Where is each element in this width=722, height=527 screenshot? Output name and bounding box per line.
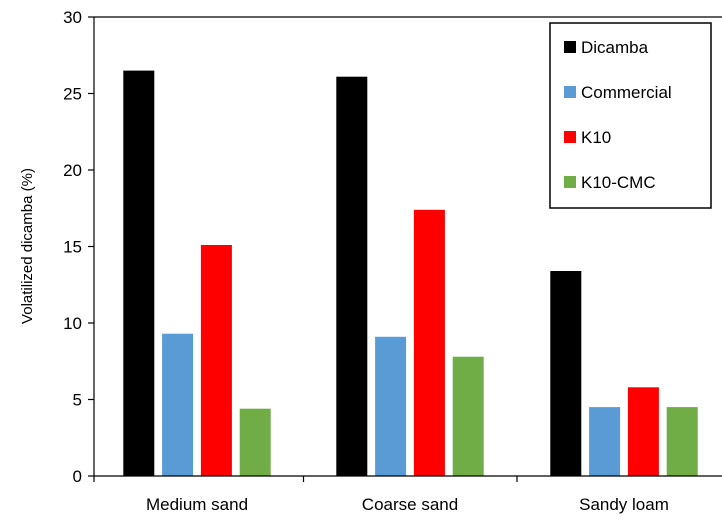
legend: Dicamba Commercial K10 K10-CMC	[549, 22, 712, 209]
y-tick-label: 25	[63, 85, 82, 104]
bars-layer	[123, 70, 698, 477]
bar-k10-cmc-coarse-sand	[452, 356, 484, 476]
bar-dicamba-medium-sand	[123, 70, 155, 476]
legend-swatch-k10	[564, 131, 576, 143]
legend-swatch-dicamba	[564, 41, 576, 53]
bar-dicamba-coarse-sand	[336, 76, 368, 476]
y-tick-label: 0	[73, 467, 82, 486]
legend-label: K10	[581, 128, 611, 147]
y-tick-label: 30	[63, 8, 82, 27]
x-category-label: Medium sand	[146, 495, 248, 514]
x-category-label: Sandy loam	[579, 495, 669, 514]
bar-k10-sandy-loam	[627, 387, 659, 476]
bar-k10-cmc-medium-sand	[239, 408, 271, 476]
bar-k10-cmc-sandy-loam	[666, 407, 698, 476]
bar-k10-medium-sand	[200, 245, 232, 476]
bar-dicamba-sandy-loam	[550, 271, 582, 476]
y-tick-label: 10	[63, 314, 82, 333]
legend-swatch-commercial	[564, 86, 576, 98]
y-tick-label: 15	[63, 238, 82, 257]
legend-box	[549, 22, 712, 209]
x-category-label: Coarse sand	[362, 495, 458, 514]
bar-k10-coarse-sand	[413, 209, 445, 477]
y-axis-title: Volatilized dicamba (%)	[19, 168, 36, 324]
legend-label: Dicamba	[581, 38, 649, 57]
ticks-layer: 0 5 10 15 20 25 30 Medium sand Coarse sand Sandy …	[63, 8, 669, 514]
bar-commercial-coarse-sand	[375, 336, 407, 476]
legend-label: K10-CMC	[581, 173, 656, 192]
y-tick-label: 20	[63, 161, 82, 180]
bar-commercial-medium-sand	[162, 333, 194, 476]
legend-swatch-k10-cmc	[564, 176, 576, 188]
bar-commercial-sandy-loam	[589, 407, 621, 476]
y-tick-label: 5	[73, 391, 82, 410]
legend-label: Commercial	[581, 83, 672, 102]
